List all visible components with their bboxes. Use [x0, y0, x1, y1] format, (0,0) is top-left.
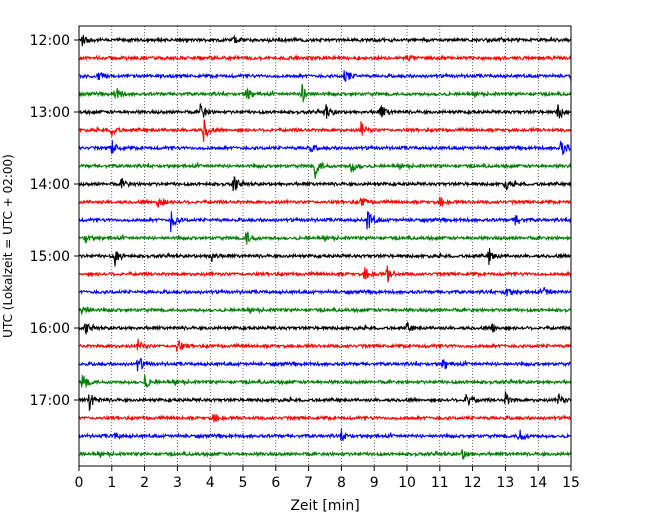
trace-row	[78, 321, 572, 335]
x-tick-label: 14	[529, 475, 547, 491]
x-tick-label: 13	[496, 475, 514, 491]
trace-row	[78, 449, 572, 460]
y-axis-label: UTC (Lokalzeit = UTC + 02:00)	[1, 154, 15, 338]
trace-row	[78, 53, 572, 62]
y-tick-label: 15:00	[30, 249, 70, 265]
x-tick-label: 15	[562, 475, 580, 491]
x-axis-ticks: 0 1 2 3 4 5 6 7 8 9 10 11 12 13 14 15	[75, 466, 580, 491]
trace-row	[79, 231, 572, 245]
trace-row	[78, 140, 572, 156]
y-tick-label: 12:00	[30, 33, 70, 49]
x-tick-label: 9	[370, 475, 379, 491]
x-tick-label: 4	[206, 475, 215, 491]
x-tick-label: 6	[271, 475, 280, 491]
x-tick-label: 12	[464, 475, 482, 491]
x-tick-label: 8	[337, 475, 346, 491]
trace-row	[78, 357, 572, 372]
y-tick-label: 16:00	[30, 321, 70, 337]
trace-row	[78, 119, 572, 142]
trace-row	[78, 70, 572, 83]
trace-row	[78, 306, 572, 315]
trace-row	[78, 175, 572, 192]
trace-row	[78, 390, 572, 412]
y-tick-label: 14:00	[30, 177, 70, 193]
plot-frame	[78, 25, 572, 467]
y-tick-label: 17:00	[30, 393, 70, 409]
x-axis-label: Zeit [min]	[290, 498, 359, 514]
trace-row	[78, 211, 572, 233]
trace-row	[78, 160, 572, 179]
x-tick-label: 1	[107, 475, 116, 491]
x-tick-label: 5	[239, 475, 248, 491]
x-tick-label: 7	[304, 475, 313, 491]
grid-lines	[111, 26, 539, 466]
trace-row	[78, 413, 572, 423]
plot-background	[79, 26, 571, 466]
trace-row	[78, 429, 572, 442]
trace-row	[78, 338, 572, 352]
trace-row	[78, 248, 572, 267]
x-tick-label: 11	[431, 475, 449, 491]
y-tick-label: 13:00	[30, 105, 70, 121]
trace-row	[78, 84, 572, 103]
trace-row	[78, 287, 572, 297]
seismogram-traces	[78, 34, 572, 460]
x-tick-label: 2	[140, 475, 149, 491]
trace-row	[78, 103, 572, 119]
x-tick-label: 3	[173, 475, 182, 491]
trace-row	[78, 265, 572, 283]
trace-row	[78, 374, 572, 388]
x-tick-label: 0	[75, 475, 84, 491]
y-axis-ticks: 12:00 13:00 14:00 15:00 16:00 17:00	[30, 33, 79, 409]
trace-row	[78, 34, 572, 47]
x-tick-label: 10	[398, 475, 416, 491]
trace-row	[78, 196, 572, 208]
